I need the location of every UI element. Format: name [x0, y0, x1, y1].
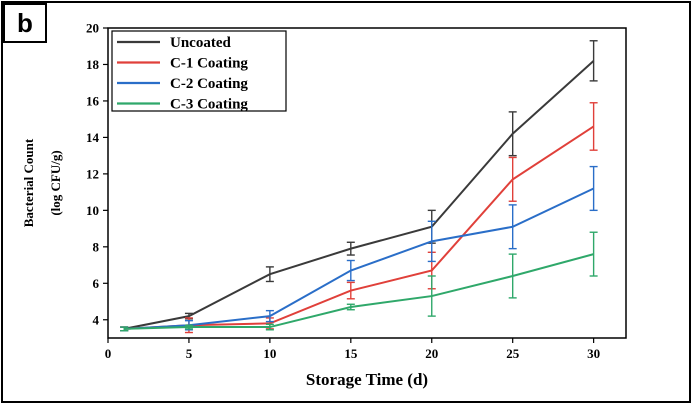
figure-frame: [1, 1, 691, 403]
y-tick-label: 20: [86, 21, 99, 36]
y-axis-label: Bacterial Count: [21, 138, 36, 227]
legend-item: C-2 Coating: [117, 76, 248, 92]
legend-item: Uncoated: [117, 35, 231, 51]
series-4: [120, 231, 598, 332]
series-line: [124, 253, 594, 330]
plot-area-frame: [107, 27, 627, 339]
legend-item: C-1 Coating: [117, 56, 248, 72]
x-tick-label: 25: [506, 346, 520, 361]
series-line: [124, 125, 595, 330]
y-tick-label: 14: [86, 130, 100, 145]
legend-label: Uncoated: [170, 35, 231, 51]
x-tick-label: 0: [105, 346, 112, 361]
axes-layer: 0 5 10 15 20 25 30 4 6 8 10 12 14 16 18 20: [86, 21, 600, 362]
x-tick-label: 20: [425, 346, 438, 361]
series-2: [120, 102, 598, 334]
x-axis-label: Storage Time (d): [306, 370, 428, 389]
legend-item: C-3 Coating: [117, 97, 248, 113]
legend-box: [111, 30, 287, 112]
y-tick-label: 8: [93, 239, 100, 254]
x-tick-label: 10: [263, 346, 276, 361]
legend-label: C-2 Coating: [170, 76, 248, 92]
series-layer: [120, 40, 598, 334]
legend-label: C-1 Coating: [170, 56, 248, 72]
y-tick-label: 18: [86, 57, 100, 72]
y-tick-label: 16: [86, 93, 100, 108]
series-line: [124, 187, 595, 330]
panel-label: b: [3, 3, 47, 43]
x-tick-label: 30: [587, 346, 600, 361]
y-tick-label: 4: [93, 312, 100, 327]
x-tick-label: 15: [344, 346, 358, 361]
x-tick-label: 5: [186, 346, 193, 361]
y-tick-label: 6: [93, 276, 100, 291]
y-axis-unit: (log CFU/g): [48, 150, 63, 215]
y-tick-label: 12: [86, 166, 99, 181]
legend-label: C-3 Coating: [170, 97, 248, 113]
legend: Uncoated C-1 Coating C-2 Coating C-3 Coatin…: [111, 30, 287, 113]
y-tick-label: 10: [86, 203, 99, 218]
